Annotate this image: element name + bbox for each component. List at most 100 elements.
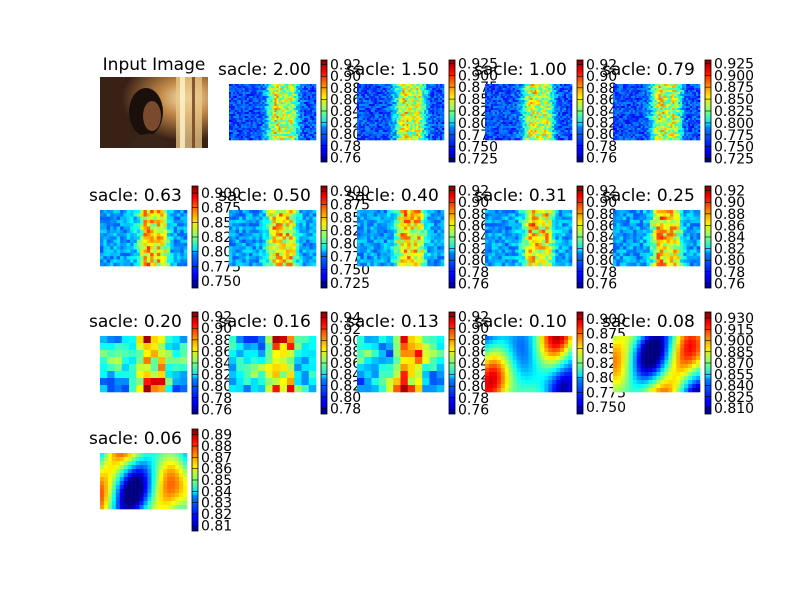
heatmap-cell: [668, 116, 671, 119]
heatmap-cell: [440, 104, 443, 107]
heatmap-cell: [488, 86, 492, 89]
heatmap-cell: [268, 130, 271, 133]
heatmap-cell: [546, 98, 549, 101]
heatmap-cell: [634, 90, 638, 93]
heatmap-cell: [386, 94, 389, 97]
heatmap-cell: [234, 124, 238, 127]
heatmap-cell: [430, 110, 433, 113]
heatmap-cell: [628, 136, 632, 139]
heatmap-cell: [292, 110, 295, 113]
heatmap-cell: [362, 88, 366, 91]
heatmap-cell: [642, 110, 645, 113]
heatmap-cell: [416, 112, 419, 115]
heatmap-cell: [264, 116, 267, 119]
heatmap-cell: [568, 114, 571, 117]
heatmap-cell: [616, 86, 620, 89]
heatmap-cell: [694, 92, 697, 95]
heatmap-cell: [672, 114, 675, 117]
heatmap-cell: [624, 124, 628, 127]
heatmap-cell: [568, 116, 571, 119]
heatmap-cell: [266, 112, 269, 115]
heatmap-cell: [262, 92, 265, 95]
heatmap-cell: [488, 94, 492, 97]
heatmap-cell: [648, 106, 651, 109]
heatmap-cell: [528, 114, 531, 117]
heatmap-cell: [490, 138, 494, 141]
heatmap-cell: [538, 130, 541, 133]
heatmap-cell: [388, 88, 391, 91]
heatmap-cell: [246, 132, 250, 135]
heatmap-cell: [412, 96, 415, 99]
heatmap-cell: [518, 102, 521, 105]
heatmap-cell: [250, 92, 254, 95]
heatmap-cell: [514, 100, 517, 103]
heatmap-cell: [430, 116, 433, 119]
heatmap-cell: [357, 120, 360, 123]
heatmap-cell: [229, 88, 232, 91]
heatmap-cell: [288, 128, 291, 131]
heatmap-cell: [250, 86, 254, 89]
heatmap-cell: [306, 86, 309, 89]
heatmap-cell: [504, 94, 508, 97]
heatmap-title: sacle: 2.00: [218, 60, 311, 80]
heatmap-cell: [430, 112, 433, 115]
heatmap-cell: [506, 124, 510, 127]
heatmap-cell: [658, 108, 661, 111]
heatmap-cell: [534, 104, 537, 107]
heatmap-cell: [416, 98, 419, 101]
heatmap-cell: [528, 126, 531, 129]
heatmap-cell: [304, 124, 307, 127]
heatmap-cell: [646, 96, 649, 99]
heatmap-cell: [636, 110, 640, 113]
heatmap-cell: [410, 84, 413, 87]
heatmap-cell: [528, 90, 531, 93]
heatmap-cell: [630, 132, 634, 135]
heatmap-cell: [638, 138, 641, 141]
heatmap-cell: [274, 114, 277, 117]
heatmap-cell: [630, 100, 634, 103]
heatmap-cell: [636, 116, 640, 119]
heatmap-cell: [388, 86, 391, 89]
heatmap-cell: [254, 104, 257, 107]
heatmap-cell: [526, 94, 529, 97]
heatmap-cell: [357, 90, 360, 93]
heatmap-cell: [432, 136, 435, 139]
heatmap-cell: [268, 92, 271, 95]
heatmap-cell: [374, 84, 378, 87]
heatmap-cell: [436, 104, 439, 107]
heatmap-cell: [278, 122, 281, 125]
heatmap-cell: [518, 134, 521, 137]
heatmap-cell: [264, 112, 267, 115]
heatmap-cell: [514, 114, 517, 117]
heatmap-cell: [230, 124, 234, 127]
heatmap-cell: [650, 116, 653, 119]
heatmap-cell: [628, 122, 632, 125]
heatmap-cell: [296, 138, 299, 141]
heatmap-cell: [686, 106, 689, 109]
heatmap-cell: [650, 118, 653, 121]
heatmap-cell: [298, 96, 301, 99]
heatmap-cell: [406, 130, 409, 133]
heatmap-cell: [558, 128, 561, 131]
heatmap-cell: [260, 98, 263, 101]
heatmap-cell: [642, 130, 645, 133]
heatmap-cell: [664, 88, 667, 91]
heatmap-cell: [568, 118, 571, 121]
heatmap-cell: [388, 96, 391, 99]
heatmap-cell: [398, 118, 401, 121]
heatmap-cell: [554, 138, 557, 141]
heatmap-cell: [664, 128, 667, 131]
heatmap-cell: [282, 88, 285, 91]
heatmap-cell: [690, 110, 693, 113]
heatmap-cell: [500, 102, 504, 105]
heatmap-cell: [566, 106, 569, 109]
heatmap-cell: [300, 132, 303, 135]
heatmap-cell: [494, 130, 498, 133]
heatmap-cell: [306, 118, 309, 121]
heatmap-cell: [620, 94, 624, 97]
heatmap-cell: [298, 136, 301, 139]
heatmap-cell: [412, 98, 415, 101]
heatmap-cell: [536, 112, 539, 115]
heatmap-cell: [536, 100, 539, 103]
heatmap-cell: [502, 100, 506, 103]
